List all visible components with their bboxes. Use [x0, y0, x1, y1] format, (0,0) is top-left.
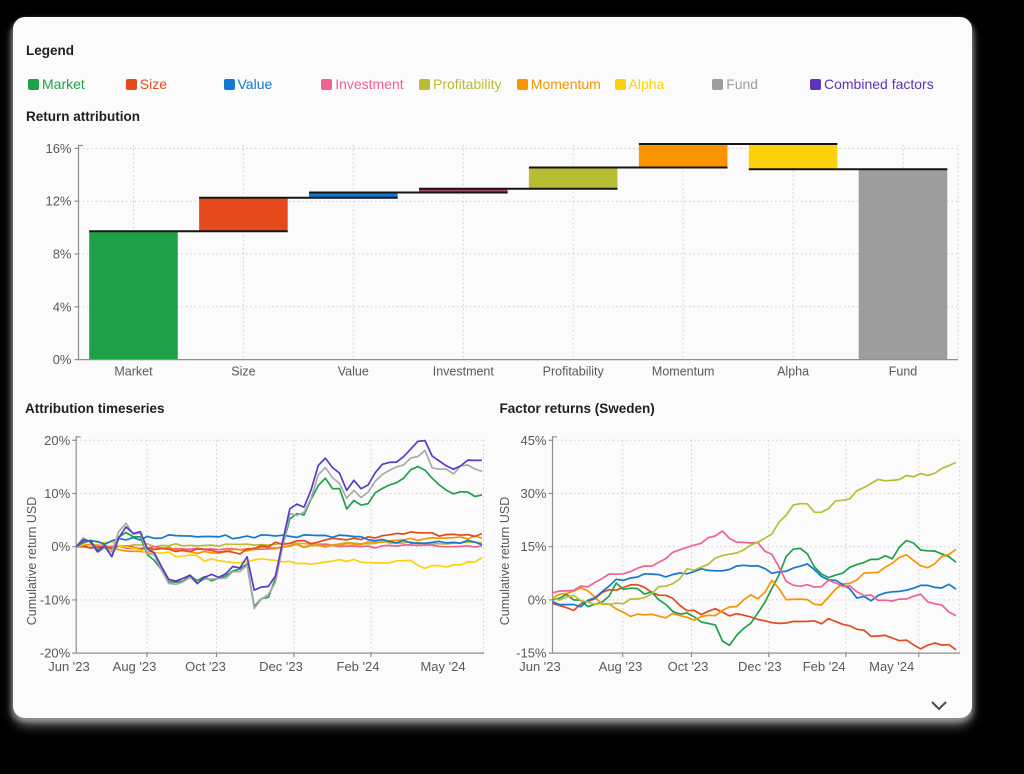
svg-text:-15%: -15%	[516, 646, 547, 661]
svg-text:Feb '24: Feb '24	[337, 659, 380, 674]
svg-text:Momentum: Momentum	[652, 365, 715, 379]
svg-text:Size: Size	[231, 365, 255, 379]
svg-text:12%: 12%	[45, 194, 71, 209]
svg-text:Jun '23: Jun '23	[519, 659, 561, 674]
svg-text:4%: 4%	[53, 299, 72, 314]
svg-text:Jun '23: Jun '23	[48, 659, 90, 674]
svg-text:20%: 20%	[44, 433, 70, 448]
svg-text:Profitability: Profitability	[543, 365, 605, 379]
svg-text:Cumulative return USD: Cumulative return USD	[25, 497, 39, 626]
svg-text:8%: 8%	[53, 247, 72, 262]
svg-text:Dec '23: Dec '23	[259, 659, 303, 674]
svg-text:Aug '23: Aug '23	[113, 659, 157, 674]
svg-text:45%: 45%	[520, 433, 546, 448]
svg-text:30%: 30%	[520, 486, 546, 501]
svg-text:0%: 0%	[51, 539, 70, 554]
svg-text:10%: 10%	[44, 486, 70, 501]
svg-text:Oct '23: Oct '23	[185, 659, 226, 674]
svg-text:Value: Value	[338, 365, 369, 379]
svg-text:Aug '23: Aug '23	[599, 659, 643, 674]
svg-text:Dec '23: Dec '23	[738, 659, 782, 674]
svg-text:Investment: Investment	[433, 365, 495, 379]
svg-text:Alpha: Alpha	[777, 365, 809, 379]
svg-text:May '24: May '24	[869, 659, 914, 674]
svg-text:Fund: Fund	[889, 365, 918, 379]
svg-text:0%: 0%	[528, 592, 547, 607]
svg-text:-20%: -20%	[40, 646, 71, 661]
svg-text:May '24: May '24	[420, 659, 465, 674]
svg-text:-10%: -10%	[40, 592, 71, 607]
svg-text:Cumulative return USD: Cumulative return USD	[498, 497, 512, 626]
svg-text:Feb '24: Feb '24	[803, 659, 846, 674]
svg-text:15%: 15%	[520, 539, 546, 554]
svg-text:Market: Market	[114, 365, 153, 379]
svg-text:Oct '23: Oct '23	[668, 659, 709, 674]
svg-text:0%: 0%	[53, 352, 72, 367]
svg-text:16%: 16%	[45, 141, 71, 156]
